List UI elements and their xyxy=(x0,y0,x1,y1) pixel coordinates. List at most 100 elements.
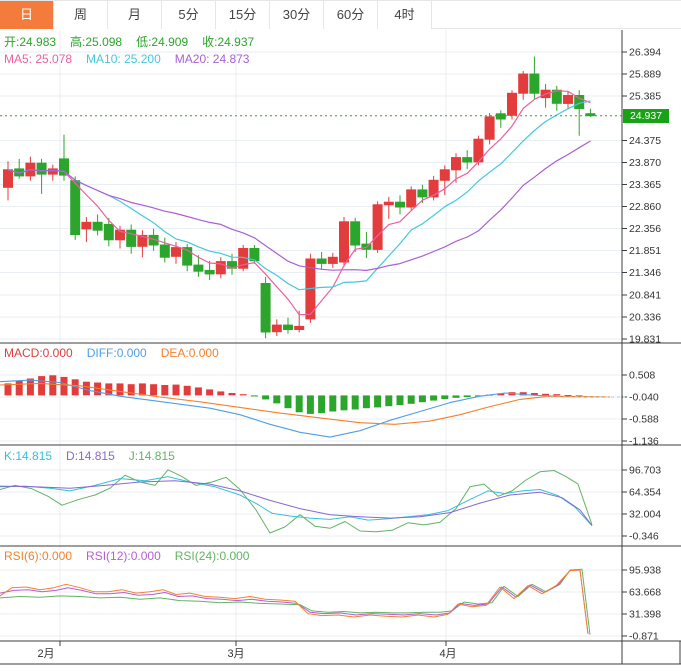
macd-bar xyxy=(206,389,214,396)
macd-bar xyxy=(161,385,169,396)
macd-bar xyxy=(150,384,158,396)
y-tick-label: 63.668 xyxy=(629,587,661,599)
tab-15min[interactable]: 15分 xyxy=(216,1,270,29)
rsi6-line xyxy=(0,569,589,635)
candle-down xyxy=(350,221,361,246)
candle-down xyxy=(59,158,69,176)
candle-up xyxy=(115,229,125,241)
candle-up xyxy=(47,168,58,175)
ma20-line xyxy=(7,140,591,271)
macd-bar xyxy=(60,376,68,396)
y-tick-label: 95.938 xyxy=(629,565,661,577)
ma10-line xyxy=(7,100,591,291)
candle-up xyxy=(171,247,181,257)
rsi6-value: RSI(6):0.000 xyxy=(4,549,73,563)
diff-line xyxy=(0,379,611,438)
current-price-tag: 24.937 xyxy=(623,109,669,123)
candle-up xyxy=(383,201,394,206)
tab-day[interactable]: 日 xyxy=(0,1,54,29)
macd-bar xyxy=(430,395,438,401)
ma20-value: MA20: 24.873 xyxy=(174,52,250,66)
rsi12-line xyxy=(0,569,589,635)
candle-down xyxy=(395,201,405,208)
macd-bar xyxy=(82,381,90,396)
y-tick-label: 20.336 xyxy=(629,311,661,323)
macd-bar xyxy=(407,395,415,404)
d-line xyxy=(0,480,593,526)
macd-bar xyxy=(71,379,79,396)
candle-up xyxy=(428,179,439,198)
macd-bar xyxy=(463,395,471,397)
y-tick-label: 96.703 xyxy=(629,465,661,477)
candle-up xyxy=(518,73,529,94)
candle-down xyxy=(283,324,293,331)
ma10-value: MA10: 25.200 xyxy=(86,52,161,66)
macd-bar xyxy=(441,395,449,399)
dea-value: DEA:0.000 xyxy=(160,346,219,360)
candle-down xyxy=(260,283,271,333)
candle-down xyxy=(462,157,473,163)
candle-down xyxy=(204,269,215,275)
candle-up xyxy=(294,325,305,330)
macd-bar xyxy=(362,395,370,409)
candle-up xyxy=(339,221,349,263)
tab-60min[interactable]: 60分 xyxy=(324,1,378,29)
macd-bar xyxy=(4,383,12,396)
ma5-value: MA5: 25.078 xyxy=(4,52,73,66)
candle-down xyxy=(417,189,428,198)
macd-bar xyxy=(474,395,482,397)
candle-down xyxy=(103,224,114,241)
rsi-info-row: RSI(6):0.000 RSI(12):0.000 RSI(24):0.000 xyxy=(4,549,249,563)
k-value: K:14.815 xyxy=(4,449,53,463)
candle-up xyxy=(439,169,450,181)
d-value: D:14.815 xyxy=(66,449,115,463)
candle-up xyxy=(327,256,338,264)
macd-bar xyxy=(553,394,561,396)
tab-30min[interactable]: 30分 xyxy=(270,1,324,29)
candle-up xyxy=(3,169,13,188)
macd-bar xyxy=(497,393,505,396)
tab-4hour[interactable]: 4时 xyxy=(378,1,432,29)
macd-bar xyxy=(385,395,393,407)
rsi24-value: RSI(24):0.000 xyxy=(174,549,250,563)
macd-bar xyxy=(15,380,23,396)
tab-month[interactable]: 月 xyxy=(108,1,162,29)
macd-bar xyxy=(217,391,225,396)
macd-bar xyxy=(396,395,404,405)
y-tick-label: 20.841 xyxy=(629,289,661,301)
macd-bar xyxy=(262,395,270,400)
macd-bar xyxy=(542,393,550,396)
dea-line xyxy=(0,382,611,425)
candle-down xyxy=(495,113,506,120)
tab-5min[interactable]: 5分 xyxy=(162,1,216,29)
x-axis-label: 2月 xyxy=(37,648,54,660)
candle-up xyxy=(451,157,461,171)
macd-bar xyxy=(127,384,135,396)
y-tick-label: 31.398 xyxy=(629,609,661,621)
y-tick-label: 22.860 xyxy=(629,201,661,213)
candle-down xyxy=(316,258,327,264)
y-tick-label: 23.365 xyxy=(629,179,661,191)
macd-bar xyxy=(295,395,303,413)
y-tick-label: 25.385 xyxy=(629,91,661,103)
macd-bar xyxy=(94,382,102,396)
candle-down xyxy=(70,180,81,235)
macd-bar xyxy=(273,395,281,404)
candle-down xyxy=(126,229,137,247)
macd-bar xyxy=(530,393,538,396)
y-tick-label: -0.346 xyxy=(629,531,659,543)
ma5-line xyxy=(7,90,591,316)
y-tick-label: -0.588 xyxy=(629,414,659,426)
tab-week[interactable]: 周 xyxy=(54,1,108,29)
y-tick-label: 25.889 xyxy=(629,69,661,81)
x-axis-label: 4月 xyxy=(439,648,456,660)
macd-bar xyxy=(340,395,348,411)
macd-bar xyxy=(452,395,460,398)
macd-bar xyxy=(284,395,292,409)
macd-bar xyxy=(374,395,382,408)
diff-value: DIFF:0.000 xyxy=(86,346,147,360)
candle-down xyxy=(249,248,260,262)
candle-up xyxy=(563,95,573,104)
macd-bar xyxy=(318,395,326,414)
